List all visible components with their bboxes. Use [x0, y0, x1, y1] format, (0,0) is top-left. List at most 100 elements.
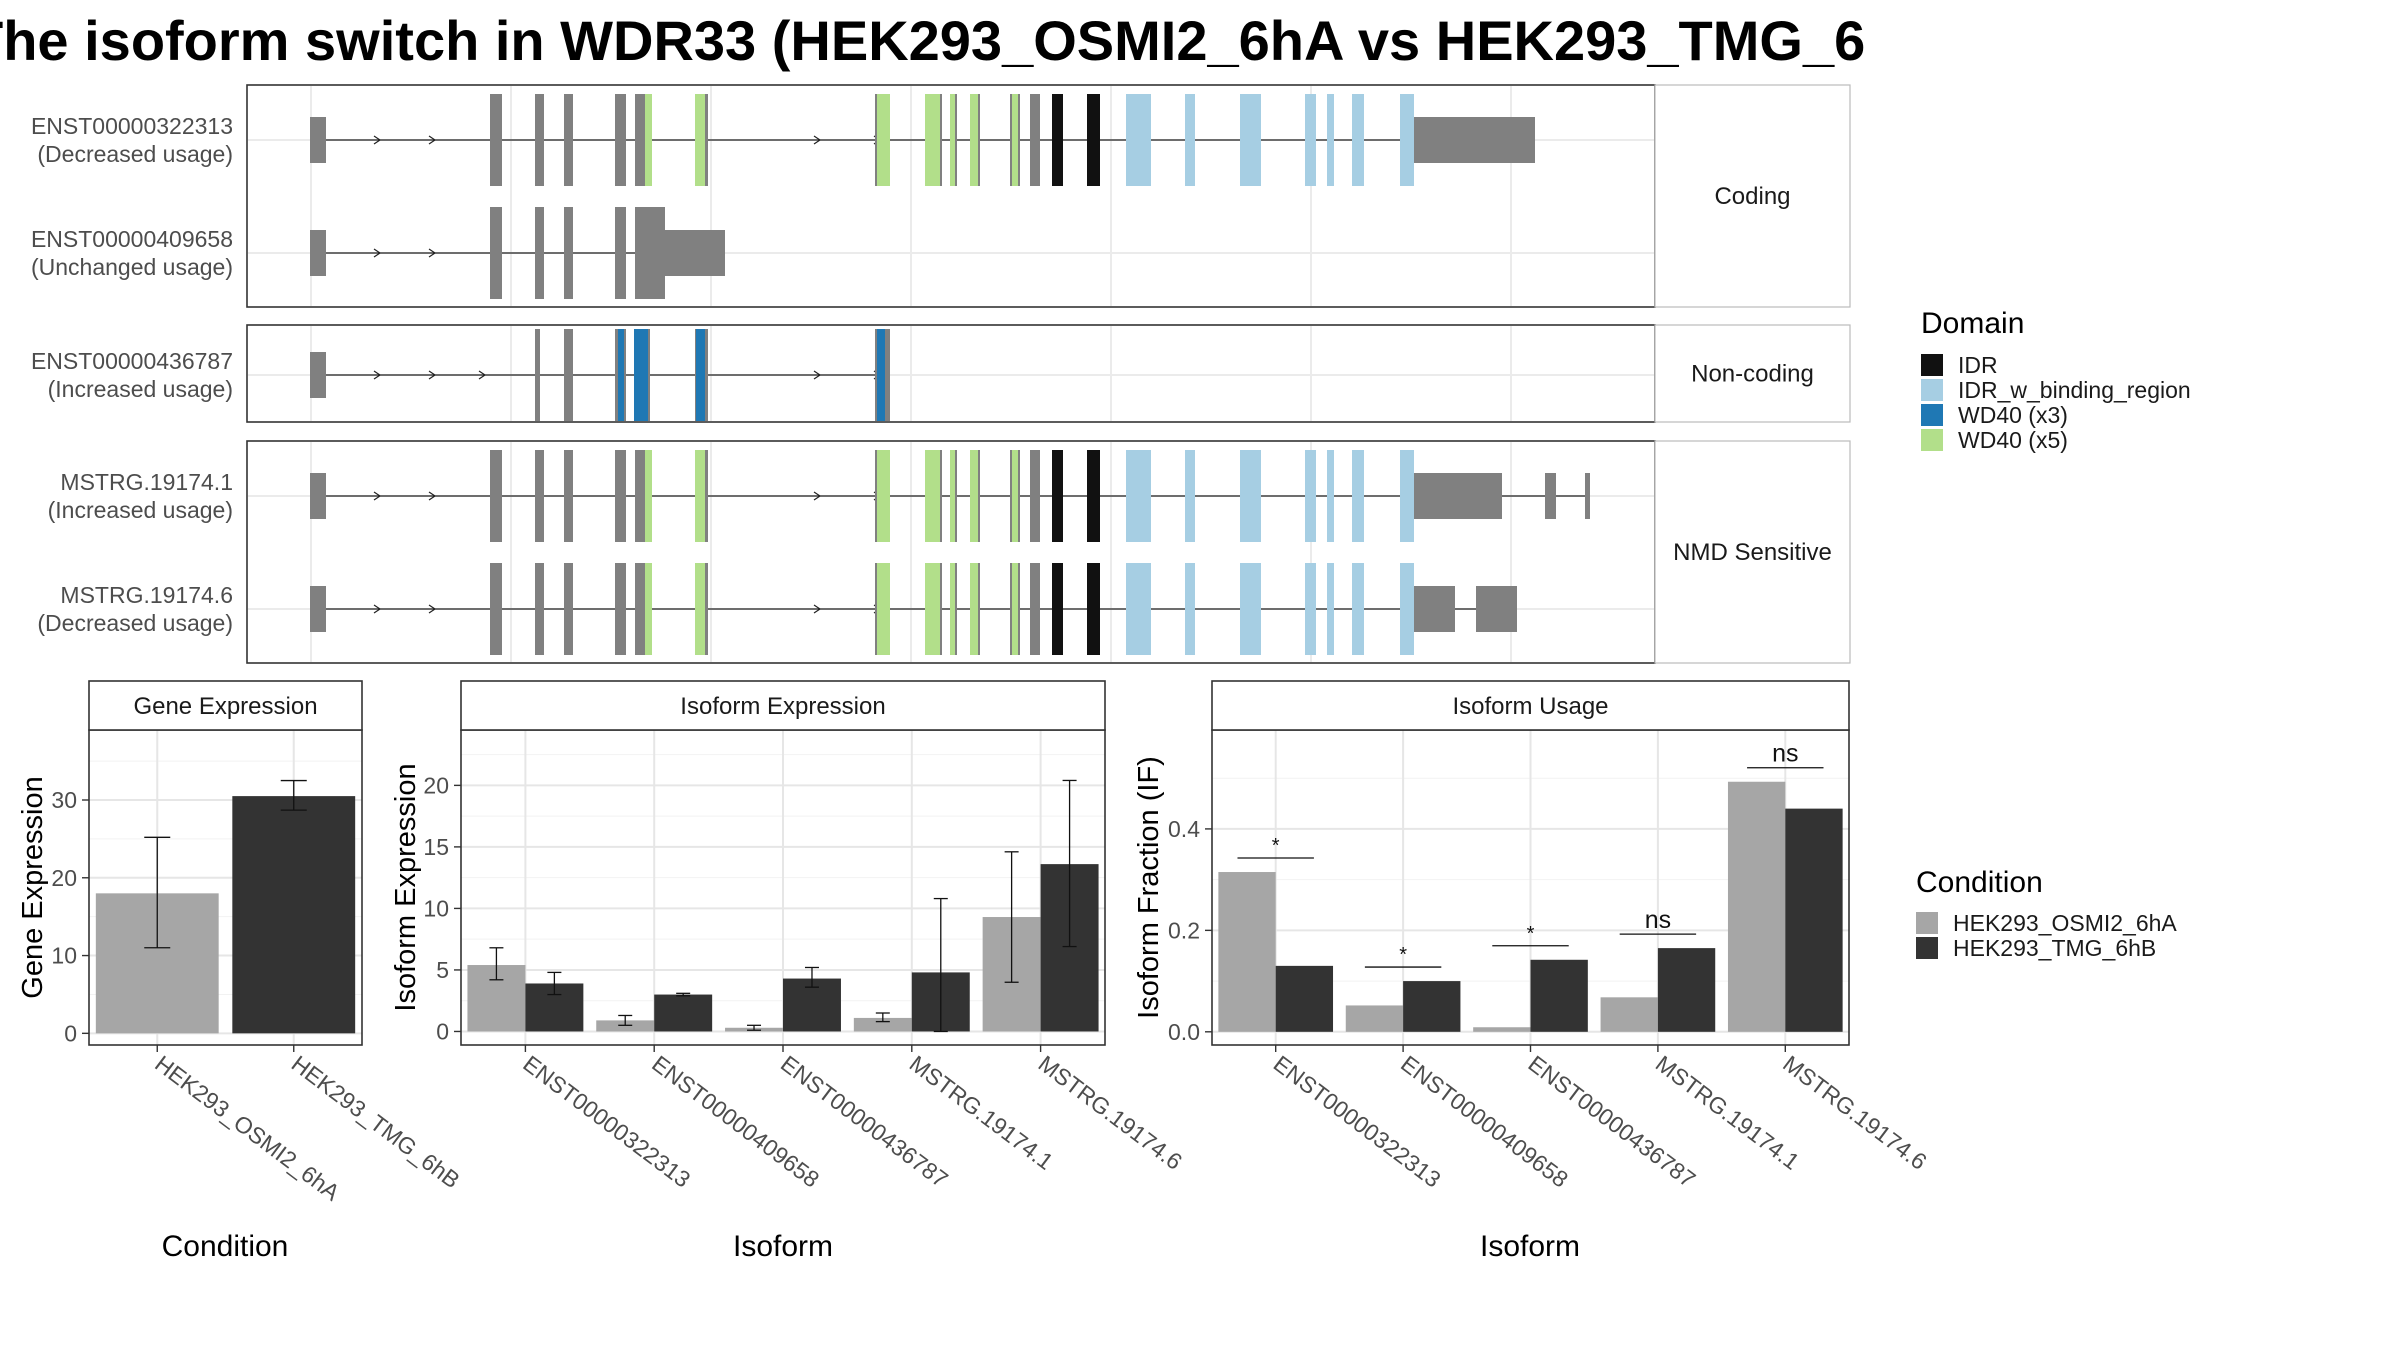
exon	[310, 117, 326, 163]
exon	[1052, 94, 1063, 186]
exon	[1327, 450, 1334, 542]
exon	[490, 207, 502, 299]
exon	[310, 586, 326, 632]
exon	[1327, 94, 1334, 186]
bar	[1218, 872, 1276, 1032]
intron-arrow	[373, 135, 382, 145]
x-axis-label: Isoform	[1480, 1230, 1580, 1263]
y-axis-label: Isoform Expression	[390, 763, 422, 1011]
y-tick-label: 0.0	[1168, 1019, 1200, 1045]
condition-legend-title: Condition	[1916, 866, 2043, 899]
exon	[1087, 563, 1100, 655]
bar	[1600, 997, 1658, 1032]
chart-1: Isoform Expression05101520ENST0000032231…	[390, 680, 1187, 1263]
legend-swatch	[1916, 912, 1938, 934]
exon	[1305, 450, 1316, 542]
domain-wd40x5	[877, 563, 890, 655]
exon	[535, 94, 544, 186]
transcript-id-label: ENST00000436787	[31, 348, 233, 374]
intron-arrow	[373, 248, 382, 258]
exon	[1305, 563, 1316, 655]
intron-arrow	[813, 370, 822, 380]
legend-swatch	[1921, 404, 1943, 426]
y-tick-label: 0.4	[1168, 816, 1200, 842]
exon	[535, 207, 544, 299]
y-axis-label: Isoform Fraction (IF)	[1133, 756, 1165, 1019]
exon	[615, 207, 626, 299]
domain-wd40x3	[618, 329, 624, 421]
legend-label: IDR_w_binding_region	[1958, 377, 2191, 403]
structure-panel-2: NMD Sensitive MSTRG.19174.1(Increased usa…	[37, 440, 1851, 664]
bar	[654, 994, 713, 1032]
significance-label: ns	[1772, 740, 1798, 768]
exon	[535, 563, 544, 655]
y-tick-label: 20	[51, 865, 77, 891]
exon	[635, 563, 645, 655]
exon	[564, 329, 573, 421]
exon	[1305, 94, 1316, 186]
exon	[635, 207, 665, 299]
exon	[1352, 563, 1364, 655]
significance-label: *	[1527, 923, 1535, 945]
legend-swatch	[1921, 354, 1943, 376]
domain-wd40x5	[1012, 563, 1018, 655]
intron-arrow	[428, 491, 437, 501]
facet-strip	[88, 680, 363, 731]
exon	[1052, 450, 1063, 542]
exon	[1400, 94, 1414, 186]
chart-title: Isoform Expression	[680, 693, 885, 720]
exon	[1352, 450, 1364, 542]
exon	[1126, 450, 1151, 542]
transcript-usage-label: (Increased usage)	[48, 497, 233, 523]
transcript-usage-label: (Decreased usage)	[37, 141, 233, 167]
y-tick-label: 15	[423, 834, 449, 860]
intron-arrow	[373, 491, 382, 501]
domain-wd40x5	[645, 450, 652, 542]
intron-arrow	[373, 604, 382, 614]
facet-label: Coding	[1714, 183, 1790, 210]
exon	[1240, 94, 1261, 186]
x-axis-label: Condition	[162, 1230, 289, 1263]
utr-block	[1545, 473, 1556, 519]
exon	[1352, 94, 1364, 186]
legend-label: WD40 (x5)	[1958, 427, 2068, 453]
intron-arrow	[428, 604, 437, 614]
utr-block	[665, 230, 725, 276]
domain-wd40x5	[877, 450, 890, 542]
intron-arrow	[373, 370, 382, 380]
exon	[1087, 94, 1100, 186]
exon	[1240, 450, 1261, 542]
exon	[535, 450, 544, 542]
intron-arrow	[813, 491, 822, 501]
domain-wd40x3	[877, 329, 885, 421]
bar	[1530, 959, 1588, 1032]
domain-wd40x3	[634, 329, 648, 421]
utr-block	[1585, 473, 1590, 519]
bar	[1785, 808, 1843, 1032]
exon	[1400, 563, 1414, 655]
transcript-usage-label: (Unchanged usage)	[31, 254, 233, 280]
domain-wd40x5	[695, 450, 705, 542]
structure-panel-0: Coding ENST00000322313(Decreased usage) EN…	[31, 84, 1851, 308]
facet-strip	[1211, 680, 1850, 731]
intron-arrow	[428, 248, 437, 258]
domain-wd40x5	[925, 563, 940, 655]
structure-panel-1: Non-coding ENST00000436787(Increased usag…	[31, 324, 1851, 423]
exon	[490, 94, 502, 186]
bar	[1345, 1005, 1404, 1032]
exon	[310, 352, 326, 398]
intron-arrow	[428, 135, 437, 145]
domain-wd40x5	[970, 94, 978, 186]
y-tick-label: 10	[423, 895, 449, 921]
domain-wd40x5	[950, 563, 955, 655]
intron-arrow	[428, 370, 437, 380]
exon	[490, 450, 502, 542]
facet-strip	[1654, 440, 1851, 664]
domain-wd40x5	[695, 94, 705, 186]
chart-0: Gene Expression0102030HEK293_OSMI2_6hAHE…	[17, 680, 465, 1263]
transcript-id-label: MSTRG.19174.1	[60, 469, 233, 495]
x-axis-label: Isoform	[733, 1230, 833, 1263]
domain-wd40x5	[970, 450, 978, 542]
